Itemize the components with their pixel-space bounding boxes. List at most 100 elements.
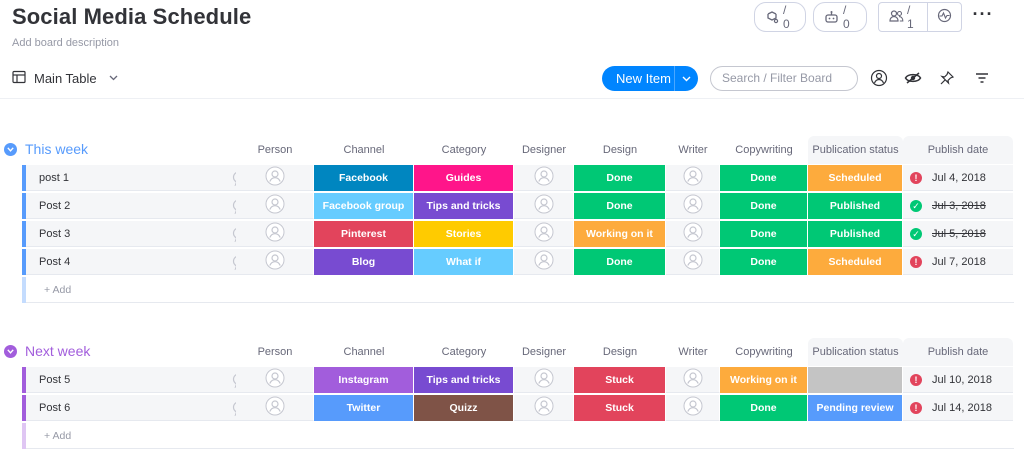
status-status-cell[interactable]: Pending review <box>808 395 903 421</box>
publish-date-cell[interactable]: ✓ Jul 5, 2018 <box>903 221 1013 247</box>
column-header[interactable]: Channel <box>343 346 385 358</box>
view-selector[interactable]: Main Table <box>12 66 118 90</box>
channel-status-cell[interactable]: Pinterest <box>314 221 414 247</box>
copywriting-status-cell[interactable]: Working on it <box>720 367 808 393</box>
category-status-cell[interactable]: Guides <box>414 165 514 191</box>
more-options-icon[interactable]: ··· <box>972 4 994 24</box>
add-item-input[interactable]: + Add <box>44 284 72 296</box>
copywriting-status-cell[interactable]: Done <box>720 249 808 275</box>
category-status-cell[interactable]: Quizz <box>414 395 514 421</box>
copywriting-status-cell[interactable]: Done <box>720 395 808 421</box>
category-status-cell[interactable]: Tips and tricks <box>414 367 514 393</box>
item-name-cell[interactable]: Post 4 <box>26 249 252 275</box>
new-item-button[interactable]: New Item <box>602 66 698 91</box>
board-title[interactable]: Social Media Schedule <box>12 4 252 29</box>
publish-date-cell[interactable]: ! Jul 14, 2018 <box>903 395 1013 421</box>
design-status-cell[interactable]: Done <box>574 193 666 219</box>
activity-button[interactable] <box>927 3 961 31</box>
writer-cell[interactable] <box>666 193 720 219</box>
writer-cell[interactable] <box>666 221 720 247</box>
column-header[interactable]: Category <box>441 144 487 156</box>
column-header[interactable]: Designer <box>521 346 567 358</box>
category-status-cell[interactable]: What if <box>414 249 514 275</box>
group-title[interactable]: Next week <box>25 343 91 359</box>
automations-button[interactable]: / 0 <box>813 2 867 32</box>
person-cell[interactable] <box>236 249 314 275</box>
column-header[interactable]: Person <box>257 144 293 156</box>
column-header[interactable]: Publication status <box>808 338 903 366</box>
publish-date-cell[interactable]: ! Jul 10, 2018 <box>903 367 1013 393</box>
column-header[interactable]: Designer <box>521 144 567 156</box>
group-title[interactable]: This week <box>25 141 89 157</box>
new-item-dropdown[interactable] <box>674 66 698 91</box>
channel-status-cell[interactable]: Facebook group <box>314 193 414 219</box>
item-name[interactable]: Post 4 <box>39 256 71 268</box>
item-name[interactable]: Post 6 <box>39 402 71 414</box>
design-status-cell[interactable]: Working on it <box>574 221 666 247</box>
channel-status-cell[interactable]: Twitter <box>314 395 414 421</box>
item-name-cell[interactable]: Post 6 <box>26 395 252 421</box>
category-status-cell[interactable]: Tips and tricks <box>414 193 514 219</box>
search-input[interactable]: Search / Filter Board <box>710 66 858 91</box>
add-item-cell[interactable]: + Add <box>26 423 1014 449</box>
designer-cell[interactable] <box>514 249 574 275</box>
column-header[interactable]: Publish date <box>903 136 1013 164</box>
writer-cell[interactable] <box>666 249 720 275</box>
status-status-cell[interactable] <box>808 367 903 393</box>
copywriting-status-cell[interactable]: Done <box>720 193 808 219</box>
column-header[interactable]: Copywriting <box>735 144 793 156</box>
board-description[interactable]: Add board description <box>12 37 120 49</box>
item-name-cell[interactable]: Post 2 <box>26 193 252 219</box>
person-cell[interactable] <box>236 221 314 247</box>
integrations-button[interactable]: / 0 <box>754 2 806 32</box>
publish-date-cell[interactable]: ! Jul 7, 2018 <box>903 249 1013 275</box>
collapse-group-icon[interactable] <box>4 345 17 358</box>
channel-status-cell[interactable]: Blog <box>314 249 414 275</box>
publish-date-cell[interactable]: ✓ Jul 3, 2018 <box>903 193 1013 219</box>
column-header[interactable]: Writer <box>678 346 708 358</box>
column-header[interactable]: Channel <box>343 144 385 156</box>
column-header[interactable]: Person <box>257 346 293 358</box>
pin-icon[interactable] <box>937 68 957 88</box>
writer-cell[interactable] <box>666 395 720 421</box>
writer-cell[interactable] <box>666 367 720 393</box>
designer-cell[interactable] <box>514 165 574 191</box>
person-cell[interactable] <box>236 165 314 191</box>
person-cell[interactable] <box>236 367 314 393</box>
add-item-cell[interactable]: + Add <box>26 277 1014 303</box>
item-name[interactable]: Post 5 <box>39 374 71 386</box>
item-name[interactable]: Post 3 <box>39 228 71 240</box>
members-button[interactable]: / 1 <box>879 3 927 31</box>
column-header[interactable]: Design <box>602 144 638 156</box>
person-filter-icon[interactable] <box>869 68 889 88</box>
publish-date-cell[interactable]: ! Jul 4, 2018 <box>903 165 1013 191</box>
filter-icon[interactable] <box>972 68 992 88</box>
add-item-input[interactable]: + Add <box>44 430 72 442</box>
item-name-cell[interactable]: post 1 <box>26 165 252 191</box>
writer-cell[interactable] <box>666 165 720 191</box>
eye-hide-icon[interactable] <box>903 68 923 88</box>
column-header[interactable]: Copywriting <box>735 346 793 358</box>
category-status-cell[interactable]: Stories <box>414 221 514 247</box>
column-header[interactable]: Publication status <box>808 136 903 164</box>
designer-cell[interactable] <box>514 395 574 421</box>
design-status-cell[interactable]: Stuck <box>574 395 666 421</box>
status-status-cell[interactable]: Published <box>808 193 903 219</box>
copywriting-status-cell[interactable]: Done <box>720 165 808 191</box>
person-cell[interactable] <box>236 395 314 421</box>
person-cell[interactable] <box>236 193 314 219</box>
channel-status-cell[interactable]: Instagram <box>314 367 414 393</box>
item-name-cell[interactable]: Post 5 <box>26 367 252 393</box>
design-status-cell[interactable]: Done <box>574 249 666 275</box>
column-header[interactable]: Design <box>602 346 638 358</box>
channel-status-cell[interactable]: Facebook <box>314 165 414 191</box>
status-status-cell[interactable]: Published <box>808 221 903 247</box>
collapse-group-icon[interactable] <box>4 143 17 156</box>
item-name[interactable]: Post 2 <box>39 200 71 212</box>
column-header[interactable]: Category <box>441 346 487 358</box>
column-header[interactable]: Writer <box>678 144 708 156</box>
designer-cell[interactable] <box>514 193 574 219</box>
designer-cell[interactable] <box>514 367 574 393</box>
design-status-cell[interactable]: Stuck <box>574 367 666 393</box>
designer-cell[interactable] <box>514 221 574 247</box>
